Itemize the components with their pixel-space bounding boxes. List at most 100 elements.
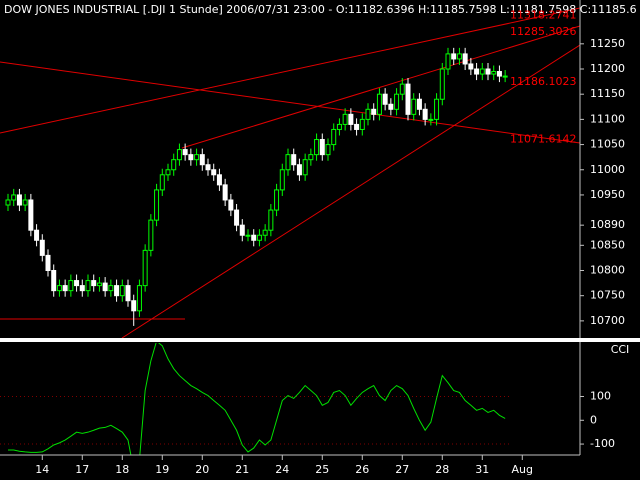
x-tick-label: 14 (35, 463, 49, 476)
candle-body (45, 254, 51, 272)
candle-body (308, 154, 314, 161)
price-label: 11318.2741 (510, 8, 576, 21)
price-label: 11071.6142 (510, 133, 576, 146)
candle-body (285, 154, 291, 171)
trendline (121, 44, 580, 338)
candle-body (251, 234, 257, 241)
candle-body (114, 285, 120, 297)
candle-body (16, 194, 22, 206)
candle-body (468, 63, 474, 70)
x-tick-label: 21 (235, 463, 249, 476)
x-tick-label: 17 (75, 463, 89, 476)
y-tick-label: 10750 (590, 289, 625, 302)
y-tick-label: 10800 (590, 264, 625, 277)
y-tick-label: 0 (590, 413, 597, 426)
y-tick-label: 100 (590, 390, 611, 403)
candle-body (85, 280, 91, 292)
y-tick-label: -100 (590, 437, 615, 450)
candle-body (91, 280, 97, 287)
x-tick-label: 28 (435, 463, 449, 476)
candle-body (376, 93, 382, 115)
candle-body (102, 282, 108, 292)
candle-body (279, 169, 285, 191)
candle-body (131, 300, 137, 312)
candle-body (5, 199, 11, 206)
chart-title: DOW JONES INDUSTRIAL [.DJI 1 Stunde] 200… (4, 3, 637, 16)
candle-body (125, 285, 131, 302)
candle-body (199, 154, 205, 166)
x-tick-label: 24 (275, 463, 289, 476)
candle-body (445, 53, 451, 70)
y-tick-label: 10850 (590, 238, 625, 251)
candle-body (342, 113, 348, 125)
y-tick-label: 11200 (590, 62, 625, 75)
x-tick-label: 25 (315, 463, 329, 476)
candle-body (394, 93, 400, 110)
candle-body (479, 68, 485, 75)
candle-body (336, 123, 342, 130)
y-tick-label: 11100 (590, 112, 625, 125)
candle-body (502, 75, 508, 78)
x-tick-label: Aug (512, 463, 533, 476)
candle-body (302, 159, 308, 176)
price-label: 11285.3026 (510, 25, 576, 38)
x-tick-label: 26 (355, 463, 369, 476)
candle-body (485, 68, 491, 75)
candle-body (56, 285, 62, 292)
candle-body (354, 123, 360, 130)
candle-body (434, 98, 440, 120)
candle-body (325, 144, 331, 156)
candle-body (456, 53, 462, 60)
trendline (0, 7, 580, 134)
panel-separator (0, 338, 640, 342)
candle-body (74, 280, 80, 287)
price-panel (0, 7, 580, 338)
candle-body (462, 53, 468, 65)
price-label: 11186.1023 (510, 75, 576, 88)
candle-body (34, 229, 40, 241)
candle-body (474, 68, 480, 75)
candle-body (262, 229, 268, 236)
x-tick-label: 31 (475, 463, 489, 476)
cci-panel (0, 343, 510, 455)
candle-body (136, 285, 142, 312)
candle-body (491, 71, 497, 75)
candle-body (296, 164, 302, 176)
x-tick-label: 18 (115, 463, 129, 476)
candle-body (171, 159, 177, 171)
candle-body (188, 154, 194, 161)
trendline (181, 25, 580, 149)
candle-body (451, 53, 457, 60)
trendline (0, 61, 580, 144)
y-tick-label: 11000 (590, 163, 625, 176)
candle-body (148, 219, 154, 251)
candle-body (211, 169, 217, 176)
candle-body (154, 189, 160, 221)
candle-body (159, 174, 165, 191)
candle-body (365, 108, 371, 120)
y-tick-label: 11250 (590, 37, 625, 50)
cci-line (8, 343, 506, 455)
candle-body (165, 169, 171, 176)
candle-body (405, 83, 411, 115)
candle-body (51, 270, 57, 292)
candle-body (68, 280, 74, 292)
x-tick-label: 27 (395, 463, 409, 476)
candle-body (422, 108, 428, 120)
candle-body (496, 71, 502, 77)
candle-body (62, 285, 68, 292)
candle-body (228, 199, 234, 211)
candle-body (256, 234, 262, 241)
candle-body (239, 224, 245, 236)
x-tick-label: 19 (155, 463, 169, 476)
candle-body (28, 199, 34, 231)
candle-body (119, 285, 125, 297)
candle-body (382, 93, 388, 105)
candle-body (416, 98, 422, 110)
y-tick-label: 11150 (590, 87, 625, 100)
candle-body (194, 154, 200, 161)
candle-body (39, 239, 45, 256)
y-tick-label: 10700 (590, 314, 625, 327)
candle-body (234, 209, 240, 226)
